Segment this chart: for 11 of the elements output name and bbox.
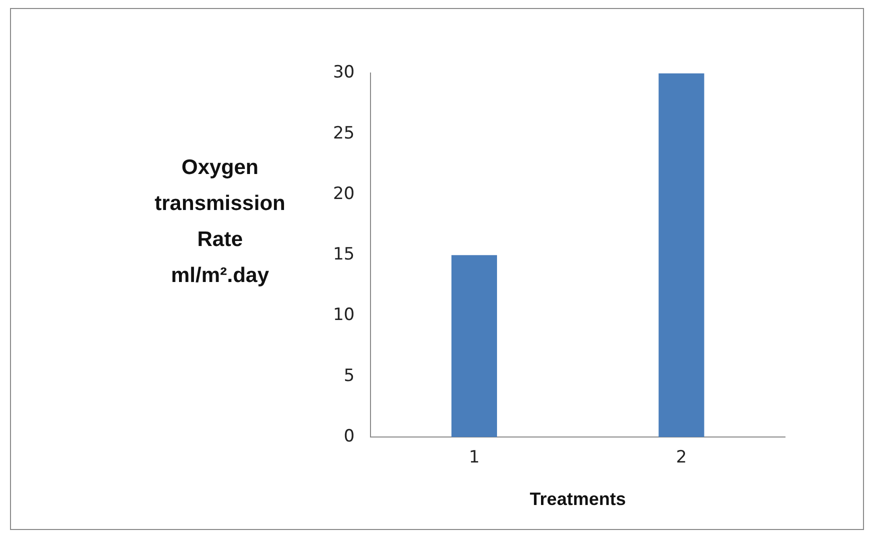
y-tick-label: 20 (332, 184, 355, 204)
y-tick-label: 25 (332, 123, 355, 144)
x-tick-label: 1 (468, 448, 480, 468)
y-tick-label: 10 (332, 305, 355, 326)
y-tick-label: 30 (332, 62, 355, 83)
y-tick-label: 5 (344, 366, 355, 386)
y-tick-label: 15 (332, 244, 355, 265)
y-tick-label: 0 (344, 426, 355, 446)
x-axis-title: Treatments (530, 489, 626, 510)
y-axis-title: Oxygen transmission Rate ml/m².day (154, 155, 286, 289)
x-tick-label: 2 (676, 448, 687, 468)
